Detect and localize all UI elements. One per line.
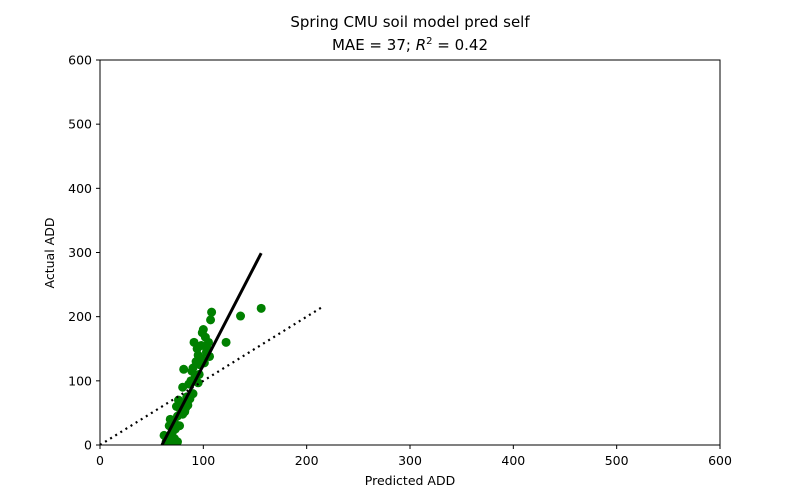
data-point xyxy=(256,303,266,313)
subtitle-prefix: MAE = 37; xyxy=(332,36,416,54)
data-point xyxy=(204,337,213,347)
data-point xyxy=(236,311,246,321)
identity-line xyxy=(100,306,323,445)
y-tick-label: 100 xyxy=(68,373,92,388)
data-point xyxy=(206,315,216,325)
chart-title: Spring CMU soil model pred self xyxy=(290,13,530,31)
y-tick-label: 0 xyxy=(84,438,92,453)
x-tick-label: 0 xyxy=(96,453,104,468)
x-axis-label: Predicted ADD xyxy=(365,473,455,488)
data-point xyxy=(175,421,185,431)
x-tick-label: 500 xyxy=(605,453,629,468)
axis-ticks: 0 100 200 300 400 500 600 0 100 200 300 400 500 600 xyxy=(68,53,732,469)
y-tick-label: 500 xyxy=(68,117,92,132)
data-point xyxy=(173,437,182,445)
fit-line xyxy=(160,252,263,445)
x-tick-label: 600 xyxy=(708,453,732,468)
y-tick-label: 300 xyxy=(68,245,92,260)
subtitle-suffix: = 0.42 xyxy=(433,36,489,54)
plot-marks xyxy=(100,252,323,445)
data-point xyxy=(198,325,208,334)
chart-subtitle: MAE = 37; R2 = 0.42 xyxy=(332,36,488,54)
y-tick-label: 400 xyxy=(68,181,92,196)
y-tick-label: 600 xyxy=(68,53,92,68)
subtitle-r-symbol: R xyxy=(416,36,426,54)
subtitle-exponent: 2 xyxy=(426,36,432,47)
x-tick-label: 300 xyxy=(398,453,422,468)
x-tick-label: 100 xyxy=(191,453,215,468)
data-point xyxy=(221,337,231,347)
plot-area xyxy=(99,59,721,446)
data-point xyxy=(179,364,189,374)
y-axis-label: Actual ADD xyxy=(42,218,57,289)
data-point xyxy=(207,307,217,317)
y-tick-label: 200 xyxy=(68,309,92,324)
x-tick-label: 200 xyxy=(295,453,319,468)
x-tick-label: 400 xyxy=(501,453,525,468)
